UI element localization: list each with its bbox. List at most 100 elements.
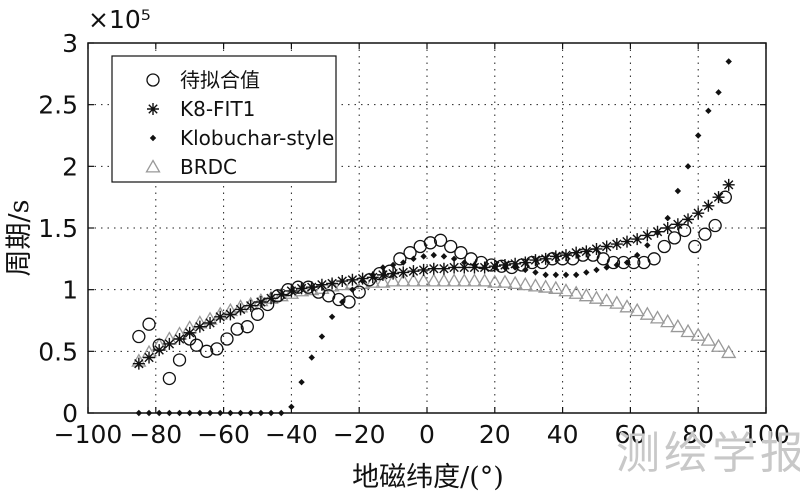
data-point bbox=[610, 238, 623, 251]
data-point bbox=[708, 218, 722, 233]
data-point bbox=[664, 214, 671, 222]
data-point bbox=[304, 281, 320, 296]
data-point bbox=[525, 255, 539, 270]
data-point bbox=[474, 255, 488, 270]
data-point bbox=[261, 297, 275, 312]
data-point bbox=[240, 320, 254, 334]
data-point bbox=[590, 242, 603, 255]
data-point bbox=[295, 282, 308, 295]
data-point bbox=[712, 191, 725, 204]
data-point bbox=[568, 285, 584, 299]
data-point bbox=[647, 252, 661, 266]
data-point bbox=[627, 255, 641, 270]
data-point bbox=[629, 302, 645, 317]
data-point bbox=[387, 267, 400, 280]
data-point bbox=[721, 344, 737, 359]
data-point bbox=[172, 353, 187, 367]
data-point bbox=[436, 273, 452, 287]
data-point bbox=[336, 275, 349, 288]
data-point bbox=[217, 409, 224, 417]
data-point bbox=[539, 252, 552, 265]
data-point bbox=[507, 275, 523, 290]
x-axis-title: 地磁纬度/(°) bbox=[352, 462, 504, 493]
data-point bbox=[376, 268, 389, 281]
data-point bbox=[505, 260, 519, 275]
data-point bbox=[570, 246, 583, 259]
x-tick-label: 0 bbox=[419, 420, 435, 449]
data-point bbox=[660, 313, 676, 328]
data-point bbox=[583, 269, 590, 276]
legend-marker bbox=[145, 159, 161, 173]
data-point bbox=[509, 257, 522, 270]
data-point bbox=[162, 371, 177, 386]
data-point bbox=[199, 344, 214, 358]
watermark: 测绘学报 bbox=[616, 428, 800, 479]
data-point bbox=[651, 225, 664, 238]
data-point bbox=[143, 351, 156, 364]
y-tick-label: 1.5 bbox=[38, 214, 78, 243]
data-point bbox=[288, 403, 295, 411]
data-point bbox=[346, 273, 359, 286]
axis-ticks: −100 −80 −60 −40 −20 0 20 40 60 80 100 0 0.5 1 1.5 2 2.5… bbox=[38, 29, 790, 449]
data-point bbox=[285, 284, 298, 297]
data-point bbox=[661, 222, 674, 234]
data-point bbox=[281, 283, 295, 297]
data-point bbox=[375, 274, 391, 288]
data-point bbox=[454, 246, 468, 260]
data-point bbox=[142, 317, 156, 331]
data-point bbox=[220, 332, 234, 346]
data-point bbox=[366, 271, 379, 284]
data-point bbox=[639, 306, 655, 320]
x-tick-label: −60 bbox=[197, 420, 250, 449]
x-tick-label: 40 bbox=[547, 420, 579, 449]
data-point bbox=[423, 236, 438, 250]
data-point bbox=[599, 292, 615, 307]
data-point bbox=[621, 235, 634, 248]
x-tick-label: 80 bbox=[682, 420, 714, 449]
data-point bbox=[420, 253, 427, 260]
data-point bbox=[305, 281, 318, 294]
data-point bbox=[549, 250, 562, 263]
data-point bbox=[250, 307, 265, 321]
data-point bbox=[488, 260, 501, 273]
data-point bbox=[710, 338, 727, 352]
data-point bbox=[644, 242, 651, 249]
data-point bbox=[702, 199, 715, 212]
data-point bbox=[448, 261, 461, 274]
data-point bbox=[308, 354, 315, 361]
data-point bbox=[527, 278, 544, 292]
data-point bbox=[497, 274, 513, 288]
y-tick-label: 2 bbox=[62, 152, 78, 181]
data-point bbox=[722, 178, 735, 191]
legend-marker bbox=[147, 103, 159, 115]
data-point bbox=[210, 342, 224, 356]
data-point bbox=[267, 409, 275, 417]
data-point bbox=[271, 289, 285, 303]
data-point bbox=[437, 262, 450, 275]
legend-label: BRDC bbox=[180, 155, 237, 179]
data-point bbox=[234, 303, 247, 316]
data-point bbox=[244, 299, 257, 312]
data-point bbox=[572, 271, 580, 279]
data-point bbox=[515, 258, 529, 272]
data-point bbox=[690, 327, 706, 341]
data-point bbox=[458, 261, 471, 274]
data-point bbox=[433, 233, 448, 247]
y-tick-label: 0.5 bbox=[38, 337, 78, 366]
data-point bbox=[542, 271, 549, 279]
data-point bbox=[426, 273, 442, 287]
data-point bbox=[166, 409, 173, 417]
data-point bbox=[545, 252, 560, 266]
data-point bbox=[395, 273, 411, 287]
data-point bbox=[204, 316, 217, 329]
data-point bbox=[362, 273, 377, 287]
x-tick-label: −100 bbox=[54, 420, 123, 449]
data-point bbox=[155, 409, 163, 417]
data-point bbox=[254, 296, 267, 308]
legend-label: 待拟合值 bbox=[180, 68, 260, 92]
data-point bbox=[677, 223, 692, 238]
data-point bbox=[684, 163, 692, 170]
data-point bbox=[247, 409, 254, 417]
data-point bbox=[196, 409, 204, 417]
